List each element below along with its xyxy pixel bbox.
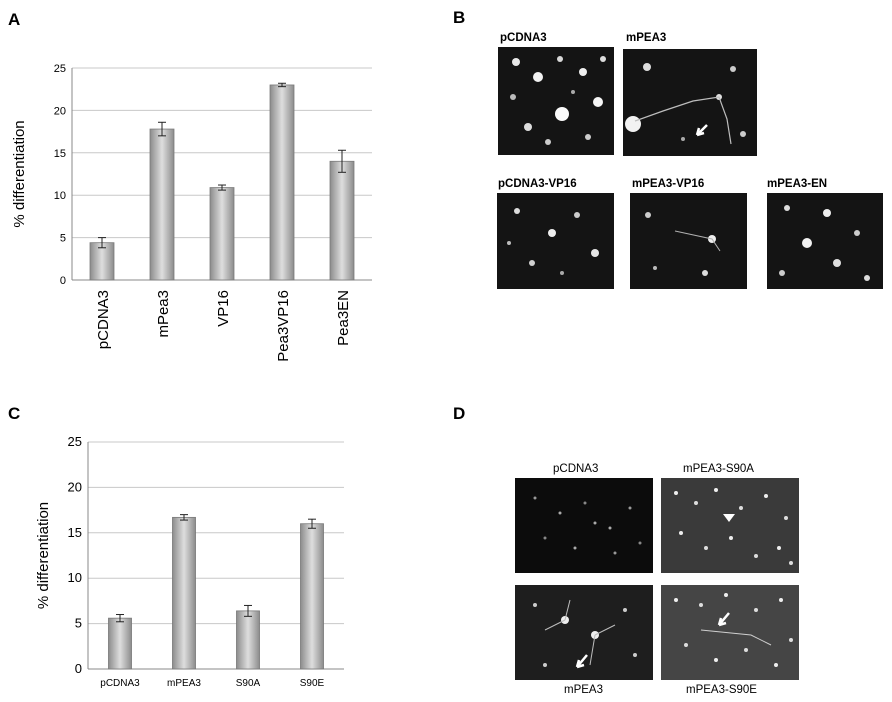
x-tick-label: VP16 bbox=[215, 290, 232, 327]
y-axis-label-c: % differentiation bbox=[35, 502, 52, 609]
x-tick-label: pCDNA3 bbox=[100, 678, 140, 689]
micrograph-b-mpea3-en bbox=[767, 193, 883, 289]
bar-pcdna3 bbox=[89, 242, 115, 281]
arrowhead-icon bbox=[723, 514, 735, 522]
micrograph-d-pcdna3 bbox=[515, 478, 653, 573]
bar-s90e bbox=[300, 523, 324, 670]
error-bar-s90a bbox=[244, 604, 252, 617]
arrow-icon bbox=[717, 612, 730, 627]
error-bar-vp16 bbox=[218, 184, 226, 191]
y-tick-label: 20 bbox=[54, 105, 66, 117]
x-tick-label: Pea3VP16 bbox=[275, 290, 292, 362]
y-tick-label: 10 bbox=[54, 190, 66, 202]
x-tick-label: mPea3 bbox=[155, 290, 172, 338]
panel-letter-b: B bbox=[453, 8, 466, 27]
y-tick-label: 25 bbox=[68, 434, 82, 449]
x-tick-label: S90A bbox=[236, 678, 261, 689]
error-bar-pcdna3 bbox=[98, 237, 106, 249]
micrograph-label: mPEA3 bbox=[564, 684, 603, 696]
panel-letter-c: C bbox=[8, 404, 21, 423]
micrograph-b-mpea3-vp16 bbox=[630, 193, 747, 289]
error-bar-pea3vp16 bbox=[278, 82, 286, 88]
bar-mpea3 bbox=[149, 128, 175, 281]
y-tick-label: 15 bbox=[54, 148, 66, 160]
x-tick-label: pCDNA3 bbox=[95, 290, 112, 349]
x-tick-label: mPEA3 bbox=[167, 678, 201, 689]
micrograph-label: mPEA3-VP16 bbox=[632, 178, 705, 190]
x-tick-label: S90E bbox=[300, 678, 325, 689]
bar-pcdna3 bbox=[108, 617, 132, 670]
micrograph-d-mpea3-s90e bbox=[661, 585, 799, 680]
y-axis-label-a: % differentiation bbox=[11, 120, 28, 227]
y-tick-label: 0 bbox=[75, 661, 82, 676]
y-tick-label: 0 bbox=[60, 275, 66, 287]
y-tick-label: 5 bbox=[75, 616, 82, 631]
micrograph-b-pcdna3 bbox=[498, 47, 614, 155]
y-tick-label: 15 bbox=[68, 525, 82, 540]
error-bar-mpea3 bbox=[180, 514, 188, 521]
arrow-icon bbox=[575, 654, 588, 669]
x-tick-label: Pea3EN bbox=[335, 290, 352, 346]
micrograph-label: mPEA3-EN bbox=[767, 178, 828, 190]
micrograph-label: pCDNA3 bbox=[500, 32, 547, 44]
bar-pea3en bbox=[329, 160, 355, 281]
micrograph-d-mpea3 bbox=[515, 585, 653, 680]
bar-vp16 bbox=[209, 187, 235, 281]
panel-letter-d: D bbox=[453, 404, 466, 423]
micrograph-label: pCDNA3 bbox=[553, 463, 599, 475]
bar-s90a bbox=[236, 610, 260, 670]
micrograph-label: pCDNA3-VP16 bbox=[498, 178, 577, 190]
micrograph-d-mpea3-s90a bbox=[661, 478, 799, 573]
micrograph-label: mPEA3-S90A bbox=[683, 463, 754, 475]
bar-mpea3 bbox=[172, 516, 196, 670]
bar-pea3vp16 bbox=[269, 84, 295, 281]
error-bar-pcdna3 bbox=[116, 614, 124, 623]
error-bar-s90e bbox=[308, 518, 316, 529]
panel-letter-a: A bbox=[8, 10, 21, 29]
error-bar-mpea3 bbox=[158, 121, 166, 137]
chart-c: 0 5 10 15 20 25 pCDNA3 mPEA3 S90A S90E % differen… bbox=[35, 434, 344, 689]
micrograph-label: mPEA3-S90E bbox=[686, 684, 757, 696]
y-tick-label: 20 bbox=[68, 479, 82, 494]
micrograph-b-pcdna3-vp16 bbox=[497, 193, 614, 289]
y-tick-label: 10 bbox=[68, 570, 82, 585]
error-bar-pea3en bbox=[338, 149, 346, 173]
y-tick-label: 25 bbox=[54, 63, 66, 75]
arrow-icon bbox=[695, 124, 708, 137]
micrograph-b-mpea3 bbox=[623, 49, 757, 156]
y-tick-label: 5 bbox=[60, 233, 66, 245]
micrograph-label: mPEA3 bbox=[626, 32, 667, 44]
